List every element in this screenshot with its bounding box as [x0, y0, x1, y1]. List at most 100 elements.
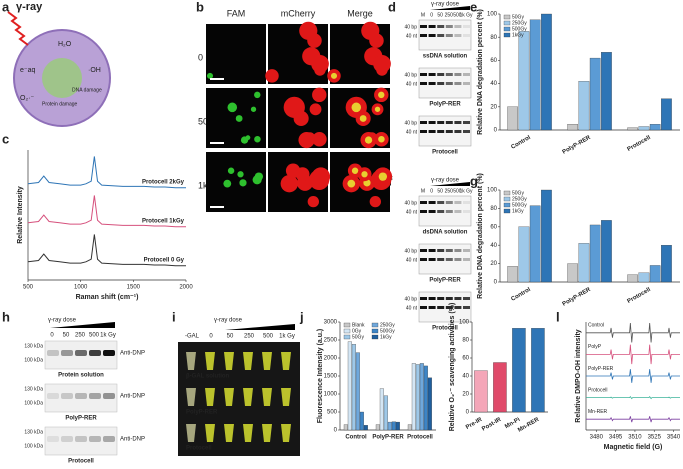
gel-band [437, 73, 445, 76]
bar [661, 245, 672, 283]
gel-band [437, 297, 445, 300]
marker-label: 40 bp [404, 24, 417, 30]
cell [312, 131, 327, 147]
dose-label: γ-ray dose [431, 2, 460, 8]
cell [227, 102, 238, 113]
x-tick-label: 3510 [628, 435, 642, 441]
damage-label: Protein damage [42, 101, 78, 107]
tube [243, 352, 253, 370]
gel [418, 19, 472, 51]
x-tick-label: PolyP-RER [372, 435, 404, 441]
tube [205, 424, 215, 442]
legend-label: 250Gy [512, 20, 527, 26]
marker-label: 40 bp [404, 200, 417, 206]
cell [361, 171, 368, 178]
blot-band [47, 350, 59, 356]
series-label: PolyP [588, 344, 602, 350]
bar [518, 226, 530, 283]
series-label: Protocell 1kGy [142, 218, 185, 224]
legend-label: 500Gy [380, 328, 395, 334]
y-tick-label: 80 [490, 206, 497, 212]
marker-label: 130 kDa [24, 429, 43, 435]
cell [351, 102, 362, 113]
blot-band [47, 436, 59, 442]
gel-band [463, 306, 470, 309]
gel-label: PolyP-RER [429, 278, 461, 284]
epr-line [586, 395, 680, 400]
bar [541, 189, 552, 283]
gel-band [428, 201, 436, 204]
tube [281, 352, 291, 370]
marker-label: 40 nt [406, 81, 418, 87]
y-axis-label: Relative O₂·⁻ scavenging activities (%) [449, 303, 456, 432]
gel [418, 67, 472, 99]
legend-label: 500Gy [512, 26, 527, 32]
gel-band [445, 297, 453, 300]
gel-band [445, 306, 453, 309]
dose-wedge [430, 182, 470, 186]
marker-label: 40 bp [404, 248, 417, 254]
gel-label: Protocell [432, 150, 458, 156]
lane-label: M [421, 188, 425, 194]
legend-swatch [503, 32, 511, 38]
epr-line [586, 344, 680, 365]
bar [379, 388, 384, 431]
bar [507, 106, 519, 131]
y-axis-label: Relative Intensity [17, 186, 24, 244]
gel-band [463, 82, 470, 85]
legend-swatch [343, 322, 351, 328]
gel-band [454, 210, 462, 213]
gel-band [445, 258, 453, 261]
gel-band [463, 258, 470, 261]
lane-label: -GAL [185, 334, 200, 340]
y-tick-label: 0 [494, 128, 498, 134]
gel-band [445, 249, 453, 252]
photo [178, 342, 300, 456]
x-axis-label: Raman shift (cm⁻¹) [76, 294, 139, 301]
blot-band [61, 393, 73, 399]
tube [243, 388, 253, 406]
y-tick-label: 100 [487, 188, 498, 194]
tube [281, 388, 291, 406]
dose-wedge [50, 322, 115, 328]
dose-label: γ-ray dose [431, 178, 460, 184]
lane-label: M [421, 12, 425, 18]
gel-band [454, 82, 462, 85]
column-label: FAM [227, 8, 246, 18]
cell [254, 91, 261, 99]
legend-swatch [503, 190, 511, 196]
legend-label: 250Gy [380, 322, 395, 328]
gel-band [428, 306, 436, 309]
legend-label: 50Gy [512, 14, 524, 20]
gel-band [445, 210, 453, 213]
gel-band [437, 82, 445, 85]
y-tick-label: 60 [490, 58, 497, 64]
series-label: Protocell 2kGy [142, 179, 185, 185]
lane-label: 0 [430, 188, 433, 194]
core-illustration [42, 58, 82, 98]
legend-label: 0Gy [352, 328, 362, 334]
bar [391, 421, 396, 431]
lane-label: 0 [50, 333, 54, 339]
spectrum-line [27, 234, 186, 267]
series-label: Control [588, 323, 604, 329]
legend-swatch [371, 322, 379, 328]
spectrum-line [27, 156, 186, 189]
gel-band [437, 25, 445, 28]
lane-label: 50 [227, 334, 234, 340]
gel-label: Protocell [432, 326, 458, 332]
dose-wedge [225, 324, 295, 330]
blot-band [75, 436, 87, 442]
gel [418, 243, 472, 275]
lane-label: 1k Gy [459, 12, 473, 18]
gel-band [454, 297, 462, 300]
gel-band [445, 73, 453, 76]
gel-band [428, 258, 436, 261]
gel-band [437, 130, 445, 133]
bar [578, 243, 590, 283]
gel-band [445, 121, 453, 124]
tube [281, 424, 291, 442]
gel-band [420, 34, 427, 37]
bar [493, 362, 507, 413]
gel-label: dsDNA solution [423, 230, 468, 236]
